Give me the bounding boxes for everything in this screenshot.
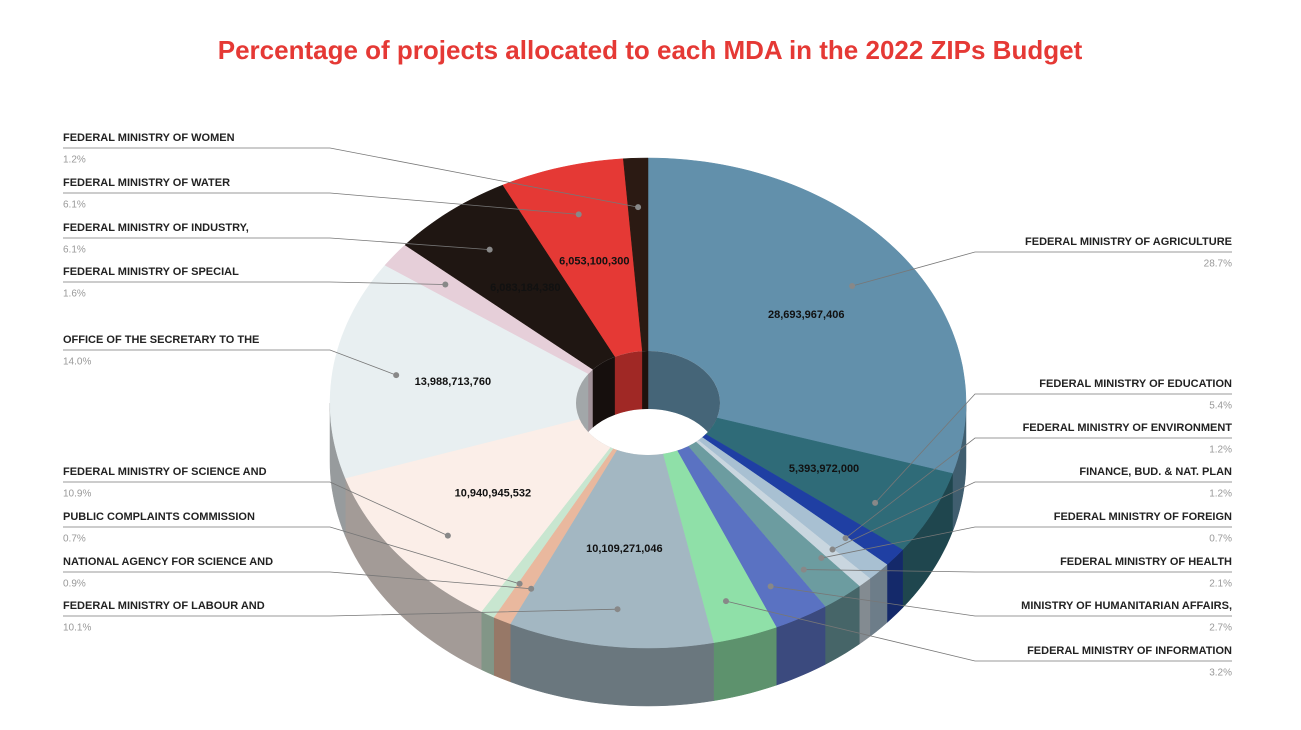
legend-label: FEDERAL MINISTRY OF AGRICULTURE	[1025, 236, 1232, 248]
leader-line	[63, 608, 618, 617]
leader-line	[845, 437, 1232, 539]
leader-line	[63, 281, 446, 285]
leader-line	[63, 192, 579, 215]
legend-label: FEDERAL MINISTRY OF LABOUR AND	[63, 600, 265, 612]
leader-line	[63, 526, 520, 585]
legend-label: FEDERAL MINISTRY OF INFORMATION	[1027, 645, 1232, 657]
amount-label: 5,393,972,000	[789, 463, 859, 475]
percent-label: 0.7%	[63, 534, 86, 545]
chart-title: Percentage of projects allocated to each…	[218, 35, 1083, 65]
leader-dot	[486, 246, 493, 253]
percent-label: 2.1%	[1209, 579, 1232, 590]
leader-dot	[393, 372, 400, 379]
leader-line	[832, 481, 1232, 550]
leader-line	[63, 147, 639, 208]
percent-label: 10.9%	[63, 489, 91, 500]
amount-label: 6,053,100,300	[559, 255, 629, 267]
amount-label: 10,940,945,532	[455, 488, 531, 500]
slice-side	[481, 611, 495, 676]
percent-label: 1.6%	[63, 289, 86, 300]
percent-label: 6.1%	[63, 245, 86, 256]
leader-line	[874, 393, 1232, 504]
leader-dot	[800, 566, 807, 573]
slice-side	[493, 616, 511, 683]
legend-label: MINISTRY OF HUMANITARIAN AFFAIRS,	[1021, 600, 1232, 612]
legend-label: OFFICE OF THE SECRETARY TO THE	[63, 334, 259, 346]
percent-label: 14.0%	[63, 357, 91, 368]
percent-label: 1.2%	[1209, 489, 1232, 500]
legend-label: PUBLIC COMPLAINTS COMMISSION	[63, 511, 255, 523]
leader-dot	[444, 532, 451, 539]
leader-dot	[842, 535, 849, 542]
legend-label: FEDERAL MINISTRY OF WOMEN	[63, 132, 235, 144]
leader-line	[770, 585, 1232, 617]
legend-label: NATIONAL AGENCY FOR SCIENCE AND	[63, 556, 273, 568]
leader-line	[63, 481, 449, 536]
percent-label: 1.2%	[63, 155, 86, 166]
percent-label: 0.9%	[63, 579, 86, 590]
amount-label: 13,988,713,760	[415, 376, 491, 388]
leader-line	[63, 349, 397, 376]
leader-dot	[528, 585, 535, 592]
leader-line	[852, 251, 1232, 287]
leader-line	[63, 237, 490, 250]
slice-inner-side	[642, 351, 649, 410]
amount-label: 6,083,184,380	[490, 282, 560, 294]
donut-hole-bottom	[576, 409, 720, 455]
legend-label: FEDERAL MINISTRY OF HEALTH	[1060, 556, 1232, 568]
leader-dot	[635, 204, 642, 211]
leader-dot	[818, 555, 825, 562]
leader-line	[63, 571, 532, 590]
leader-dot	[872, 499, 879, 506]
legend-label: FEDERAL MINISTRY OF INDUSTRY,	[63, 222, 249, 234]
amount-label: 10,109,271,046	[586, 543, 662, 555]
leader-dot	[442, 281, 449, 288]
percent-label: 28.7%	[1204, 259, 1232, 270]
leader-dot	[767, 583, 774, 590]
leader-dot	[575, 211, 582, 218]
percent-label: 2.7%	[1209, 623, 1232, 634]
leader-dot	[614, 606, 621, 613]
leader-dot	[849, 283, 856, 290]
percent-label: 0.7%	[1209, 534, 1232, 545]
legend-label: FEDERAL MINISTRY OF SPECIAL	[63, 266, 239, 278]
percent-label: 10.1%	[63, 623, 91, 634]
legend-label: FEDERAL MINISTRY OF WATER	[63, 177, 230, 189]
legend-label: FEDERAL MINISTRY OF FOREIGN	[1054, 511, 1232, 523]
leader-line	[725, 600, 1232, 662]
leader-dot	[722, 598, 729, 605]
legend-label: FINANCE, BUD. & NAT. PLAN	[1079, 466, 1232, 478]
percent-label: 1.2%	[1209, 445, 1232, 456]
leader-line	[803, 569, 1232, 573]
legend-label: FEDERAL MINISTRY OF EDUCATION	[1039, 378, 1232, 390]
amount-label: 28,693,967,406	[768, 309, 844, 321]
leader-dot	[516, 580, 523, 587]
leader-line	[821, 526, 1232, 559]
percent-label: 6.1%	[63, 200, 86, 211]
legend-label: FEDERAL MINISTRY OF SCIENCE AND	[63, 466, 267, 478]
slice-inner-side	[588, 368, 594, 433]
percent-label: 5.4%	[1209, 401, 1232, 412]
percent-label: 3.2%	[1209, 668, 1232, 679]
slice-inner-side	[614, 351, 643, 416]
legend-label: FEDERAL MINISTRY OF ENVIRONMENT	[1023, 422, 1233, 434]
leader-dot	[829, 546, 836, 553]
